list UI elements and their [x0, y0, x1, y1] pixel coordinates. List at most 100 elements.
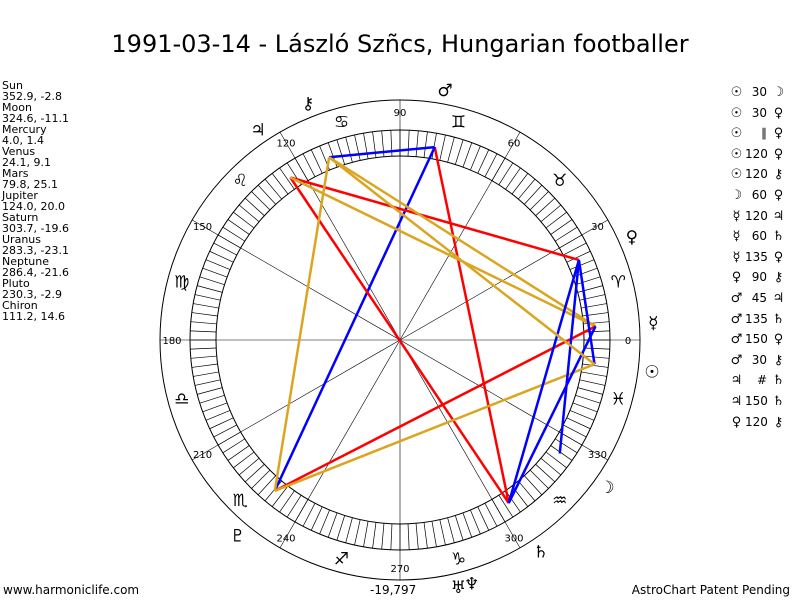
degree-tick: [251, 469, 271, 489]
degree-tick: [583, 355, 610, 359]
degree-tick: [566, 417, 591, 430]
degree-tick: [563, 424, 587, 438]
degree-tick: [575, 276, 601, 286]
degree-tick: [238, 458, 260, 476]
aspect-planet-2-icon: ♄: [772, 311, 785, 327]
degree-tick: [545, 451, 567, 469]
house-spoke: [399, 339, 521, 548]
degree-tick: [554, 438, 578, 454]
degree-tick: [407, 130, 410, 157]
degree-label: 240: [276, 533, 295, 544]
degree-label: 90: [394, 108, 407, 119]
planet-coords: 324.6, -11.1: [2, 112, 69, 125]
planet-name: Sun: [2, 79, 23, 92]
degree-tick: [279, 490, 295, 513]
degree-tick: [286, 494, 302, 518]
degree-tick: [535, 197, 556, 216]
website-link[interactable]: www.harmoniclife.com: [3, 583, 140, 597]
degree-tick: [550, 219, 573, 235]
zodiac-sign-icon: ♐: [334, 549, 349, 569]
degree-tick: [439, 519, 446, 546]
aspect-planet-2-icon: ♀: [773, 332, 784, 348]
planet-name: Uranus: [2, 233, 41, 246]
degree-tick: [390, 523, 393, 550]
degree-tick: [540, 458, 562, 476]
degree-tick: [193, 303, 219, 309]
center-value-label: -19,797: [370, 583, 417, 597]
aspect-line: [328, 156, 596, 366]
degree-tick: [190, 355, 217, 359]
aspect-line: [289, 176, 510, 504]
planet-coords: 230.3, -2.9: [2, 288, 62, 301]
degree-tick: [213, 424, 237, 438]
aspect-row: ♂ 30 ⚷: [728, 350, 787, 371]
aspect-planet-1-icon: ♀: [731, 270, 742, 286]
zodiac-sign-icon: ♊: [451, 113, 466, 133]
degree-tick: [244, 464, 265, 483]
zodiac-sign-icon: ♏: [233, 491, 248, 511]
planet-glyph-icon: ⚷: [302, 94, 314, 114]
planet-name: Moon: [2, 101, 32, 114]
degree-tick: [222, 226, 246, 242]
aspect-planet-1-icon: ♂: [730, 352, 743, 368]
planet-coords: 24.1, 9.1: [2, 156, 51, 169]
planet-coords: 303.7, -19.6: [2, 222, 69, 235]
degree-tick: [381, 523, 385, 550]
degree-tick: [257, 475, 276, 496]
degree-tick: [579, 379, 606, 386]
degree-tick: [477, 149, 490, 174]
degree-tick: [191, 312, 218, 317]
degree-tick: [345, 517, 353, 543]
degree-tick: [470, 145, 481, 171]
degree-label: 180: [162, 336, 181, 347]
degree-tick: [540, 204, 562, 222]
planet-name: Saturn: [2, 211, 39, 224]
aspect-row: ☉ 120 ♀: [728, 144, 787, 165]
planet-coords: 352.9, -2.8: [2, 90, 62, 103]
aspect-planet-2-icon: ♀: [773, 187, 784, 203]
degree-tick: [310, 149, 323, 174]
zodiac-sign-icon: ♒: [552, 491, 567, 511]
aspect-row: ♀ 90 ⚷: [728, 267, 787, 288]
planet-glyph-icon: ☉: [644, 362, 659, 382]
degree-tick: [336, 515, 346, 541]
aspect-list: ☉ 30 ☽ ☉ 30 ♀ ☉ ∥ ♀ ☉ 120 ♀ ☉ 120 ⚷ ☽ 60 ♀ ☿ 120 ♃ ☿ 60 ♄ ☿ 135 ♀ ♀…: [728, 82, 787, 432]
degree-tick: [372, 522, 377, 549]
zodiac-sign-icon: ♋: [334, 113, 349, 133]
house-spoke: [399, 132, 521, 341]
planet-glyph-icon: ☽: [599, 478, 614, 498]
aspect-line: [290, 176, 580, 262]
aspect-planet-2-icon: ♀: [773, 126, 784, 142]
degree-tick: [550, 445, 573, 461]
aspect-planet-2-icon: ⚷: [773, 414, 784, 430]
planet-name: Mercury: [2, 123, 47, 136]
degree-tick: [484, 503, 498, 527]
aspect-angle: ∥: [761, 126, 767, 141]
degree-tick: [505, 167, 521, 190]
degree-label: 150: [193, 222, 212, 233]
degree-tick: [581, 371, 607, 377]
degree-tick: [363, 521, 369, 547]
aspect-line: [433, 146, 510, 504]
degree-tick: [354, 519, 361, 546]
zodiac-sign-icon: ♑: [451, 549, 466, 569]
aspect-row: ☉ ∥ ♀: [728, 123, 787, 144]
planet-coords: 124.0, 20.0: [2, 200, 65, 213]
zodiac-sign-icon: ♉: [552, 171, 567, 191]
aspect-planet-1-icon: ♂: [730, 290, 743, 306]
aspect-planet-1-icon: ☉: [730, 126, 743, 142]
degree-tick: [454, 139, 464, 165]
degree-tick: [439, 134, 446, 161]
degree-tick: [199, 394, 225, 404]
degree-tick: [193, 371, 219, 377]
degree-tick: [583, 347, 610, 350]
degree-label: 30: [591, 222, 604, 233]
degree-tick: [582, 363, 609, 368]
aspect-angle: 135: [745, 249, 768, 264]
planet-glyph-icon: ♂: [437, 81, 452, 101]
degree-tick: [279, 167, 295, 190]
aspect-planet-1-icon: ♀: [731, 414, 742, 430]
aspect-planet-2-icon: ♃: [772, 290, 785, 306]
degree-tick: [431, 521, 437, 547]
degree-tick: [518, 178, 536, 200]
